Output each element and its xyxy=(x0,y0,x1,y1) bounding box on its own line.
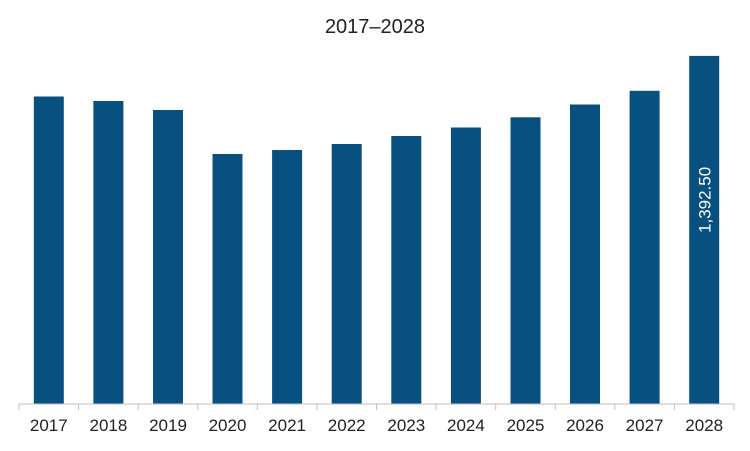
x-tick-label-2017: 2017 xyxy=(30,416,68,435)
bars-group xyxy=(33,55,720,405)
x-tick-label-2027: 2027 xyxy=(626,416,664,435)
x-tick-label-2021: 2021 xyxy=(268,416,306,435)
x-axis-labels: 2017 2018 2019 2020 2021 2022 2023 2024 2025 2026… xyxy=(30,416,723,435)
x-tick-label-2020: 2020 xyxy=(209,416,247,435)
data-labels-group: 1,392.50 xyxy=(696,167,715,233)
x-tick-label-2024: 2024 xyxy=(447,416,485,435)
bar-2020 xyxy=(212,154,243,404)
bar-2022 xyxy=(331,144,362,404)
x-tick-label-2019: 2019 xyxy=(149,416,187,435)
x-axis-ticks xyxy=(18,404,735,410)
bar-2024 xyxy=(450,127,481,404)
bar-2018 xyxy=(93,101,124,404)
bar-2019 xyxy=(153,110,183,404)
x-tick-label-2028: 2028 xyxy=(685,416,723,435)
bar-2021 xyxy=(272,150,303,404)
bar-2025 xyxy=(510,117,541,405)
data-label-2028: 1,392.50 xyxy=(696,167,715,233)
x-tick-label-2025: 2025 xyxy=(507,416,545,435)
bar-2023 xyxy=(391,136,422,404)
x-tick-label-2018: 2018 xyxy=(89,416,127,435)
bar-2026 xyxy=(570,104,600,404)
chart-title: 2017–2028 xyxy=(324,16,426,38)
x-tick-label-2026: 2026 xyxy=(566,416,604,435)
bar-2028 xyxy=(689,55,720,405)
x-tick-label-2023: 2023 xyxy=(387,416,425,435)
bar-2027 xyxy=(629,90,660,405)
x-tick-label-2022: 2022 xyxy=(328,416,366,435)
bar-2017 xyxy=(33,96,64,404)
